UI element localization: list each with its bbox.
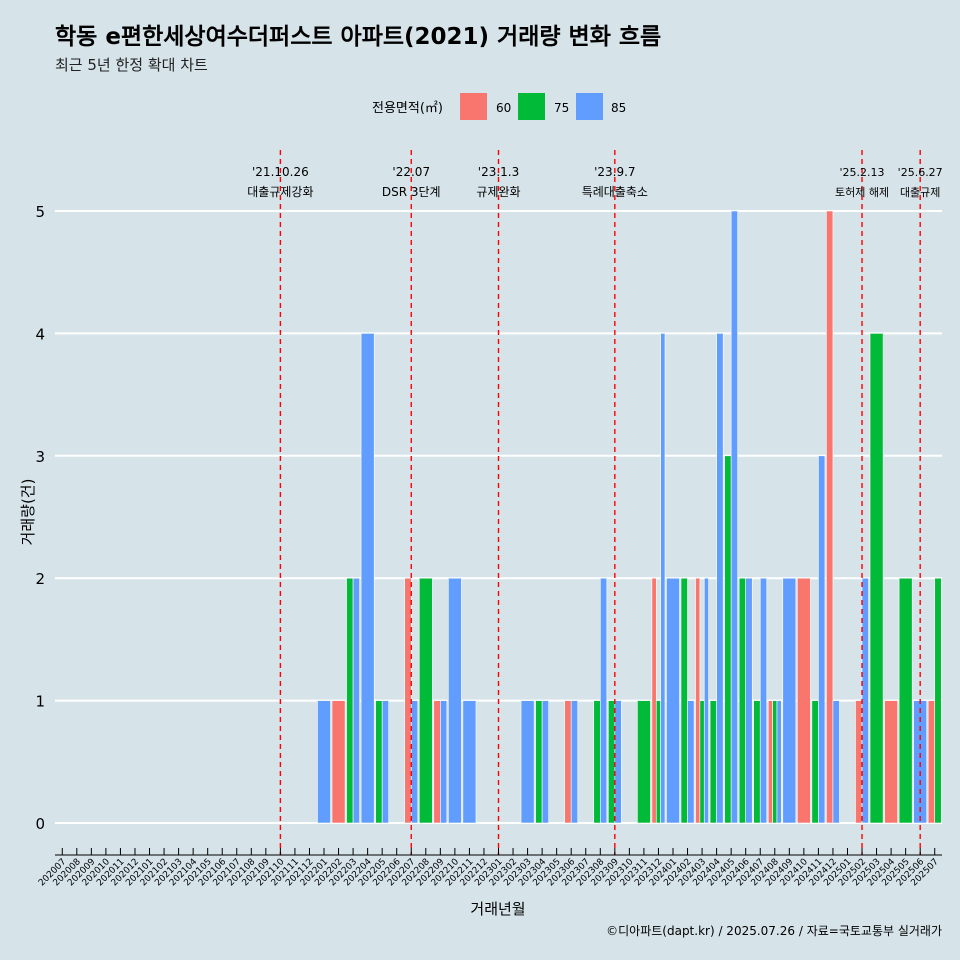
- bar-202503-75: [869, 333, 884, 824]
- chart-caption: ©디아파트(dapt.kr) / 2025.07.26 / 자료=국토교통부 실…: [606, 924, 942, 938]
- bar-202406-85: [745, 577, 753, 824]
- y-tick-label-3: 3: [35, 448, 45, 466]
- event-label-1: DSR 3단계: [382, 185, 441, 199]
- legend-label-85: 85: [611, 101, 626, 115]
- bar-202401-85: [666, 577, 680, 824]
- event-date-0: '21.10.26: [252, 165, 309, 179]
- x-axis: [55, 848, 942, 856]
- event-date-2: '23.1.3: [478, 165, 519, 179]
- bar-202312-60: [651, 577, 657, 824]
- bar-202306-60: [564, 700, 572, 824]
- bar-202207-60: [404, 577, 412, 824]
- bar-202407-85: [759, 577, 768, 824]
- bar-202505-75: [898, 577, 913, 824]
- bar-202205-85: [381, 700, 390, 824]
- x-tick-labels: 2020072020082020092020102020112020122021…: [37, 857, 941, 889]
- bar-202405-85: [730, 210, 738, 824]
- y-tick-label-2: 2: [35, 570, 45, 588]
- chart-subtitle: 최근 5년 한정 확대 차트: [55, 56, 208, 74]
- bar-202303-85: [520, 700, 535, 824]
- policy-event-lines: '21.10.26 대출규제강화 '22.07 DSR 3단계 '23.1.3 규제완화 '…: [247, 150, 943, 855]
- bar-202405-75: [724, 455, 732, 824]
- bar-202208-75: [418, 577, 433, 824]
- bar-202504-60: [884, 700, 898, 824]
- bar-202412-60: [826, 210, 834, 824]
- bar-202203-75: [346, 577, 354, 824]
- bar-202507-60: [927, 700, 936, 824]
- bar-202407-75: [753, 700, 761, 824]
- bar-202311-75: [637, 700, 651, 824]
- legend-key-60: [460, 93, 487, 120]
- bar-202308-85: [599, 577, 608, 824]
- bar-202411-75: [811, 700, 819, 824]
- event-date-1: '22.07: [392, 165, 430, 179]
- bar-202408-75: [772, 700, 778, 824]
- y-tick-labels: 0 1 2 3 4 5: [35, 203, 45, 833]
- bar-202309-75: [607, 700, 616, 824]
- event-label-3: 특례대출축소: [582, 185, 648, 199]
- bar-202402-85: [687, 700, 695, 824]
- legend-label-60: 60: [496, 101, 511, 115]
- y-tick-label-1: 1: [35, 693, 45, 711]
- legend-title: 전용면적(㎡): [372, 101, 443, 116]
- bar-202312-75: [655, 700, 661, 824]
- event-date-4: '25.2.13: [840, 166, 885, 179]
- bar-202408-60: [767, 700, 773, 824]
- legend-key-75: [518, 93, 545, 120]
- bar-202207-85: [410, 700, 419, 824]
- bar-202502-60: [855, 700, 863, 824]
- legend-key-85: [576, 93, 603, 120]
- bar-202304-85: [541, 700, 549, 824]
- bar-202210-85: [448, 577, 462, 824]
- event-date-5: '25.6.27: [898, 166, 943, 179]
- bar-202203-85: [352, 577, 360, 824]
- bar-202209-85: [440, 700, 448, 824]
- event-label-5: 대출규제: [900, 186, 940, 199]
- event-label-4: 토허제 해제: [835, 185, 889, 199]
- bar-202507-75: [934, 577, 942, 824]
- bar-202409-85: [782, 577, 797, 824]
- event-date-3: '23.9.7: [594, 165, 635, 179]
- bar-202209-60: [433, 700, 441, 824]
- x-axis-title: 거래년월: [470, 900, 525, 918]
- event-label-0: 대출규제강화: [247, 185, 313, 199]
- bar-202404-75: [709, 700, 717, 824]
- bar-202411-85: [818, 455, 826, 824]
- event-label-2: 규제완화: [476, 185, 520, 199]
- bars: [317, 210, 942, 824]
- legend: 전용면적(㎡) 60 75 85: [372, 93, 626, 120]
- bar-202309-85: [614, 700, 622, 824]
- bar-202202-60: [331, 700, 346, 824]
- bar-202308-75: [593, 700, 601, 824]
- y-tick-label-0: 0: [35, 815, 45, 833]
- bar-202306-85: [570, 700, 579, 824]
- bar-202205-75: [375, 700, 383, 824]
- bar-202403-85: [703, 577, 709, 824]
- bar-202304-75: [535, 700, 543, 824]
- bar-202403-75: [699, 700, 705, 824]
- y-axis-title: 거래량(건): [19, 479, 37, 546]
- bar-202502-85: [861, 577, 869, 824]
- chart-title: 학동 e편한세상여수더퍼스트 아파트(2021) 거래량 변화 흐름: [55, 24, 661, 50]
- y-tick-label-5: 5: [35, 203, 45, 221]
- bar-202403-60: [695, 577, 701, 824]
- legend-label-75: 75: [554, 101, 569, 115]
- bar-202404-85: [716, 333, 724, 824]
- bar-202406-75: [738, 577, 746, 824]
- bar-202402-75: [680, 577, 688, 824]
- bar-202412-85: [832, 700, 840, 824]
- bar-202410-60: [797, 577, 811, 824]
- bar-202204-85: [360, 333, 375, 824]
- y-tick-label-4: 4: [35, 325, 45, 343]
- bar-202408-85: [776, 700, 782, 824]
- bar-202312-85: [660, 333, 666, 824]
- bar-202211-85: [462, 700, 477, 824]
- bar-202201-85: [317, 700, 331, 824]
